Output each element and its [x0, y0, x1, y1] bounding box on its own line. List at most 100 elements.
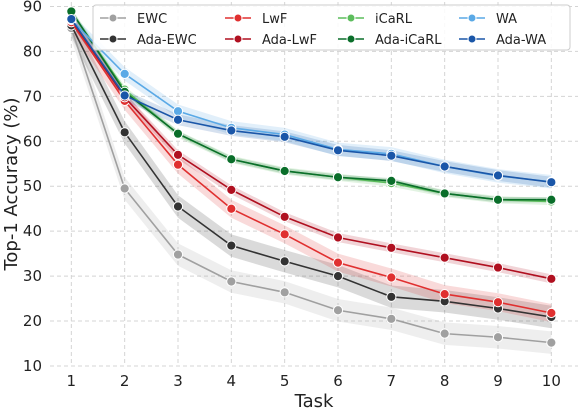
point-Ada-iCaRL: [546, 194, 557, 205]
point-EWC: [546, 337, 557, 348]
legend-marker-Ada-WA: [467, 34, 477, 44]
legend-marker-Ada-iCaRL: [346, 34, 356, 44]
point-Ada-WA: [546, 177, 557, 188]
point-Ada-iCaRL: [226, 154, 237, 165]
point-LwF: [279, 229, 290, 240]
point-Ada-WA: [439, 161, 450, 172]
legend-label: Ada-iCaRL: [375, 33, 442, 48]
point-Ada-EWC: [226, 240, 237, 251]
legend-label: WA: [496, 12, 517, 27]
point-EWC: [386, 313, 397, 324]
point-EWC: [439, 328, 450, 339]
line-Ada-LwF: [70, 19, 552, 280]
band-EWC: [71, 16, 552, 354]
x-tick-label: 6: [333, 372, 343, 390]
point-Ada-LwF: [279, 211, 290, 222]
x-tick-label: 5: [280, 372, 290, 390]
legend-label: Ada-LwF: [262, 33, 317, 48]
line-LwF: [70, 21, 552, 314]
point-Ada-WA: [332, 145, 344, 156]
point-Ada-iCaRL: [279, 165, 290, 177]
x-tick-label: 1: [67, 372, 77, 390]
point-Ada-WA: [279, 131, 290, 142]
point-WA: [172, 106, 184, 117]
legend-label: EWC: [137, 12, 167, 27]
point-Ada-iCaRL: [332, 172, 344, 183]
line-Ada-iCaRL: [70, 10, 552, 201]
legend-label: iCaRL: [375, 12, 413, 27]
band-Ada-LwF: [71, 15, 552, 284]
point-LwF: [332, 257, 344, 268]
legend-box: [92, 4, 571, 51]
line-EWC: [70, 27, 552, 344]
point-LwF: [439, 288, 450, 300]
x-tick-label: 8: [440, 372, 450, 390]
point-Ada-EWC: [279, 256, 290, 267]
point-EWC: [172, 249, 184, 260]
point-Ada-iCaRL: [492, 194, 504, 205]
point-EWC: [492, 332, 504, 343]
line-Ada-EWC: [70, 25, 552, 318]
point-Ada-iCaRL: [439, 188, 450, 199]
point-Ada-LwF: [172, 149, 184, 160]
point-Ada-WA: [66, 13, 77, 25]
point-Ada-LwF: [546, 273, 557, 284]
point-LwF: [546, 307, 557, 319]
point-Ada-LwF: [226, 184, 237, 195]
x-tick-label: 7: [387, 372, 397, 390]
x-tick-label: 10: [542, 372, 561, 390]
point-Ada-iCaRL: [172, 128, 184, 139]
point-Ada-WA: [172, 114, 184, 125]
x-tick-label: 3: [173, 372, 183, 390]
confidence-bands: [71, 8, 552, 354]
band-Ada-EWC: [71, 14, 552, 329]
point-LwF: [386, 272, 397, 283]
legend-marker-EWC: [108, 13, 118, 23]
point-LwF: [492, 297, 504, 308]
point-EWC: [226, 276, 237, 287]
y-tick-label: 50: [23, 177, 42, 195]
point-Ada-LwF: [386, 242, 397, 253]
point-EWC: [332, 305, 344, 316]
y-tick-label: 90: [23, 0, 42, 15]
x-tick-label: 2: [120, 372, 130, 390]
grid: [50, 2, 578, 367]
y-axis-title: Top-1 Accuracy (%): [1, 97, 22, 271]
point-EWC: [279, 287, 290, 298]
point-Ada-iCaRL: [386, 175, 397, 186]
legend-marker-LwF: [233, 13, 243, 23]
point-Ada-LwF: [332, 232, 344, 243]
point-LwF: [172, 159, 184, 170]
y-tick-label: 60: [23, 132, 42, 150]
legend: EWC Ada-EWC LwF Ada-LwF iCaRL Ada-iCaRL WA Ada-…: [92, 4, 571, 51]
point-Ada-LwF: [439, 252, 450, 263]
line-Ada-WA: [70, 18, 552, 183]
point-Ada-WA: [492, 170, 504, 181]
series-lines: [66, 6, 557, 348]
legend-marker-iCaRL: [346, 13, 356, 23]
point-LwF: [226, 203, 237, 214]
legend-marker-Ada-EWC: [108, 34, 118, 44]
y-tick-label: 70: [23, 87, 42, 105]
axes: 10 20 30 40 50 60 70 80 90 1 2 3 4 5 6 7 8 9 10: [23, 0, 561, 390]
point-Ada-EWC: [172, 201, 184, 212]
legend-marker-WA: [467, 13, 477, 23]
y-tick-label: 40: [23, 222, 42, 240]
y-tick-label: 20: [23, 312, 42, 330]
x-tick-label: 9: [493, 372, 503, 390]
band-WA: [71, 13, 552, 189]
y-tick-label: 30: [23, 267, 42, 285]
point-Ada-WA: [386, 150, 397, 161]
legend-label: Ada-EWC: [137, 33, 197, 48]
point-Ada-WA: [226, 125, 237, 136]
point-Ada-LwF: [492, 262, 504, 273]
legend-marker-Ada-LwF: [233, 34, 243, 44]
y-tick-label: 80: [23, 42, 42, 60]
y-tick-label: 10: [23, 357, 42, 375]
point-Ada-EWC: [119, 127, 130, 138]
x-axis-title: Task: [294, 391, 334, 410]
point-Ada-WA: [119, 90, 130, 101]
legend-label: Ada-WA: [496, 33, 546, 48]
